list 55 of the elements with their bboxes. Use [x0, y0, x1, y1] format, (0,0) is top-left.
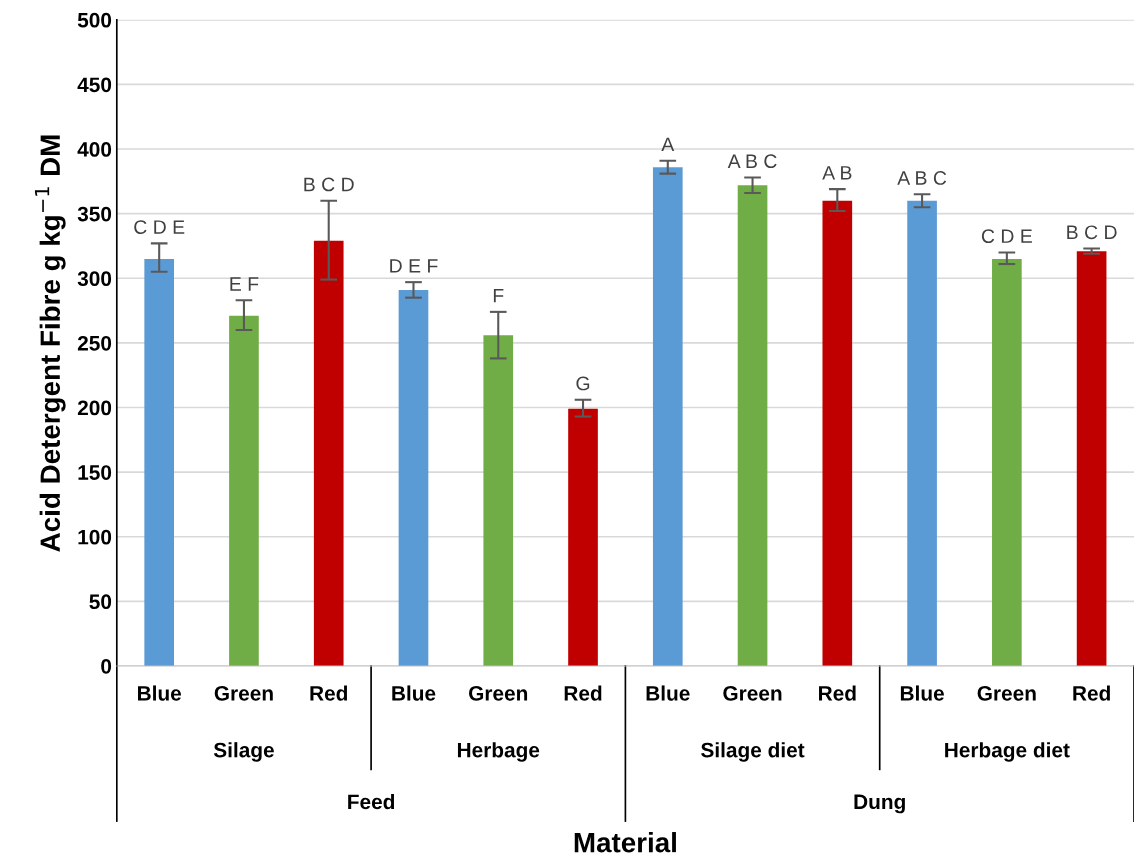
- x-tick-label: Blue: [138, 685, 182, 701]
- text: Feed: [348, 793, 395, 810]
- x-tick-label: Green: [214, 685, 273, 701]
- bar: [652, 167, 683, 666]
- y-tick-label: 0: [101, 658, 112, 674]
- x-tick-label: Red: [819, 685, 856, 701]
- bar: [1076, 251, 1107, 666]
- text: Herbage: [457, 742, 540, 762]
- bar: [737, 185, 768, 666]
- x-tick-label: Green: [723, 685, 782, 701]
- y-tick-label: 150: [78, 465, 112, 480]
- data-label: A B C: [897, 171, 947, 185]
- data-label: A: [661, 137, 675, 152]
- x-tick-label: Green: [977, 685, 1036, 701]
- bar: [483, 335, 514, 666]
- y-tick-label: 300: [77, 271, 112, 287]
- y-tick-label: 500: [77, 12, 112, 28]
- data-label: B C D: [1067, 225, 1117, 240]
- y-tick-label: 350: [77, 206, 112, 222]
- x-axis-title: Material: [574, 832, 676, 853]
- y-tick-label: 250: [77, 335, 112, 351]
- text: Dung: [854, 794, 905, 814]
- y-axis-title: Acid Detergent Fibre g kg$^{−1}$ DM: [34, 135, 66, 552]
- y-tick-label: 50: [89, 594, 112, 610]
- data-label: A B C: [727, 154, 777, 169]
- data-label: D E F: [390, 259, 438, 273]
- bar: [822, 200, 853, 666]
- text: Silage diet: [701, 742, 805, 762]
- x-tick-label: Blue: [900, 685, 944, 701]
- y-tick-label: 100: [78, 529, 112, 545]
- x-tick-label: Red: [310, 685, 348, 701]
- data-label: B C D: [304, 177, 354, 192]
- x-tick-label: Blue: [392, 685, 436, 701]
- bar: [907, 200, 937, 666]
- data-label: E F: [230, 277, 259, 291]
- data-label: G: [576, 376, 590, 391]
- y-tick-label: 400: [77, 142, 112, 157]
- bar: [398, 289, 429, 666]
- bar: [568, 408, 598, 666]
- x-tick-label: Red: [1073, 685, 1110, 701]
- text: Herbage diet: [945, 742, 1070, 762]
- y-tick-label: 450: [77, 77, 112, 93]
- x-tick-label: Blue: [646, 685, 690, 701]
- data-label: A B: [822, 166, 852, 180]
- x-tick-label: Green: [469, 685, 528, 701]
- bar: [992, 258, 1022, 666]
- text: Silage: [213, 742, 274, 762]
- bar: [229, 315, 259, 666]
- x-tick-label: Red: [564, 685, 602, 701]
- data-label: F: [493, 288, 504, 303]
- data-label: C D E: [134, 220, 185, 234]
- bar: [144, 258, 175, 666]
- data-label: C D E: [981, 229, 1032, 244]
- bar: [313, 240, 344, 666]
- y-tick-label: 200: [77, 400, 112, 416]
